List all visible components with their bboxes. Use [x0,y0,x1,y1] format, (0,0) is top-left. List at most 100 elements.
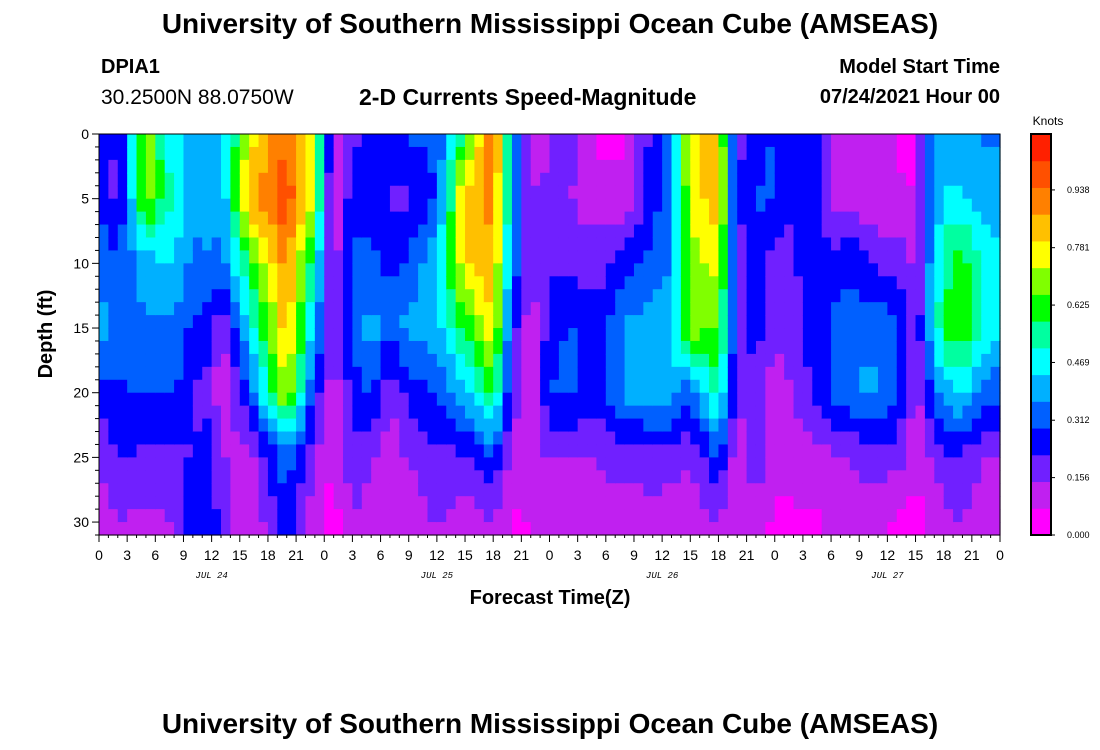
heatmap-cell [315,380,325,394]
heatmap-cell [925,250,935,264]
heatmap-cell [803,237,813,251]
heatmap-cell [625,470,635,484]
heatmap-cell [615,406,625,420]
heatmap-cell [521,160,531,174]
heatmap-cell [287,199,297,213]
heatmap-cell [371,380,381,394]
heatmap-cell [465,315,475,329]
heatmap-cell [859,315,869,329]
heatmap-cell [625,186,635,200]
heatmap-cell [427,496,437,510]
heatmap-cell [127,328,137,342]
heatmap-cell [221,263,231,277]
heatmap-cell [840,225,850,239]
heatmap-cell [277,212,287,226]
heatmap-cell [728,225,738,239]
heatmap-cell [812,432,822,446]
heatmap-cell [474,419,484,433]
y-axis: 051015202530 [73,126,99,535]
heatmap-cell [484,263,494,277]
heatmap-cell [690,237,700,251]
heatmap-cell [202,186,212,200]
heatmap-cell [690,432,700,446]
heatmap-cell [737,250,747,264]
heatmap-cell [287,419,297,433]
heatmap-cell [324,328,334,342]
heatmap-cell [521,263,531,277]
heatmap-cell [981,483,991,497]
heatmap-cell [334,470,344,484]
heatmap-cell [756,263,766,277]
heatmap-cell [287,470,297,484]
heatmap-cell [221,509,231,523]
heatmap-cell [747,173,757,187]
heatmap-cell [521,432,531,446]
heatmap-cell [962,147,972,161]
heatmap-cell [662,147,672,161]
heatmap-cell [559,380,569,394]
heatmap-cell [587,393,597,407]
heatmap-cell [305,496,315,510]
heatmap-cell [784,147,794,161]
heatmap-cell [259,250,269,264]
heatmap-cell [493,328,503,342]
heatmap-cell [427,509,437,523]
heatmap-cell [906,328,916,342]
heatmap-cell [812,276,822,290]
heatmap-cell [700,444,710,458]
heatmap-cell [831,134,841,148]
heatmap-cell [643,419,653,433]
heatmap-cell [268,147,278,161]
heatmap-cell [221,457,231,471]
heatmap-cell [653,212,663,226]
heatmap-cell [221,315,231,329]
heatmap-cell [568,457,578,471]
heatmap-cell [784,483,794,497]
heatmap-cell [137,147,147,161]
heatmap-cell [118,315,128,329]
heatmap-cell [474,212,484,226]
heatmap-cell [568,315,578,329]
heatmap-cell [869,173,879,187]
heatmap-cell [662,406,672,420]
heatmap-cell [456,315,466,329]
heatmap-cell [127,237,137,251]
heatmap-cell [991,276,1001,290]
heatmap-cell [418,341,428,355]
heatmap-cell [155,237,165,251]
heatmap-cell [578,341,588,355]
heatmap-cell [202,173,212,187]
heatmap-cell [709,263,719,277]
heatmap-cell [625,160,635,174]
heatmap-cell [794,380,804,394]
heatmap-cell [174,354,184,368]
heatmap-cell [484,289,494,303]
heatmap-cell [897,341,907,355]
heatmap-cell [794,302,804,316]
heatmap-cell [305,237,315,251]
heatmap-cell [587,380,597,394]
heatmap-cell [794,134,804,148]
y-tick-label: 30 [73,514,89,530]
heatmap-cell [343,457,353,471]
heatmap-cell [559,212,569,226]
heatmap-cell [484,237,494,251]
heatmap-cell [559,522,569,536]
heatmap-cell [305,341,315,355]
heatmap-cell [127,393,137,407]
heatmap-cell [653,147,663,161]
heatmap-cell [315,289,325,303]
heatmap-cell [737,483,747,497]
heatmap-cell [850,289,860,303]
heatmap-cell [503,470,513,484]
heatmap-cell [493,263,503,277]
heatmap-cell [906,289,916,303]
heatmap-cell [212,302,222,316]
heatmap-cell [859,302,869,316]
heatmap-cell [972,186,982,200]
heatmap-cell [662,134,672,148]
heatmap-cell [991,457,1001,471]
heatmap-cell [399,250,409,264]
heatmap-cell [709,186,719,200]
heatmap-cell [850,147,860,161]
